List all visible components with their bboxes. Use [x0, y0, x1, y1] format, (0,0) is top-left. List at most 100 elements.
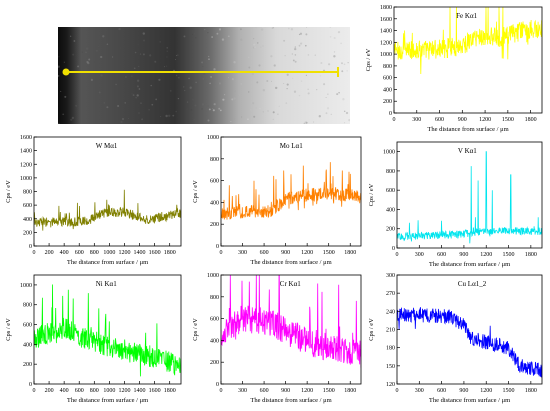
x-tick-label: 900 [459, 388, 468, 394]
micrograph-grain [172, 114, 175, 117]
micrograph-grain [208, 58, 210, 60]
micrograph-grain [216, 32, 219, 35]
micrograph-grain [247, 118, 249, 121]
micrograph-grain [100, 55, 103, 59]
y-tick-label: 600 [383, 76, 392, 82]
micrograph-grain [262, 27, 264, 29]
micrograph-grain [270, 55, 273, 58]
micrograph-grain [85, 51, 87, 54]
micrograph-grain [294, 54, 297, 56]
micrograph-grain [203, 72, 206, 75]
micrograph-grain [77, 65, 80, 68]
plot-frame [396, 141, 543, 249]
micrograph-grain [175, 55, 177, 57]
micrograph-grain [287, 27, 290, 30]
micrograph-grain [323, 83, 326, 86]
y-tick-label: 180 [386, 346, 395, 352]
micrograph-grain [204, 28, 206, 31]
micrograph-grain [191, 98, 195, 101]
micrograph-grain [140, 102, 142, 105]
micrograph-grain [103, 102, 106, 104]
y-tick-label: 1400 [380, 29, 392, 35]
micrograph-grain [275, 86, 278, 90]
micrograph-grain [86, 47, 89, 50]
micrograph-grain [75, 104, 78, 107]
micrograph-grain [298, 44, 301, 47]
micrograph-grain [256, 81, 259, 84]
micrograph-grain [253, 38, 255, 40]
micrograph-grain [73, 40, 76, 42]
micrograph-grain [183, 86, 185, 88]
micrograph-grain [346, 70, 348, 72]
micrograph-grain [328, 63, 331, 66]
y-tick-label: 600 [210, 317, 219, 323]
micrograph-grain [272, 111, 275, 114]
micrograph-grain [201, 108, 203, 110]
x-tick-label: 1800 [344, 388, 356, 394]
micrograph-grain [106, 106, 109, 109]
x-tick-label: 0 [33, 388, 36, 394]
micrograph-grain [250, 109, 252, 111]
micrograph-grain [319, 75, 321, 77]
micrograph-grain [160, 116, 162, 118]
series-label: Ni Kα1 [96, 280, 117, 288]
y-tick-label: 0 [29, 244, 32, 250]
cu-profile-chart: 0 300 600 900 1200 1500 1800 120 150 180 210 240 270… [366, 271, 547, 406]
micrograph-grain [305, 33, 308, 36]
mo-profile-chart: 0 300 600 900 1200 1500 1800 0 200 400 600 800 1000 T… [190, 133, 366, 268]
micrograph-grain [327, 93, 329, 95]
micrograph-grain [233, 61, 236, 64]
micrograph-grain [119, 63, 122, 66]
micrograph-grain [166, 47, 168, 49]
x-tick-label: 0 [33, 250, 36, 256]
micrograph-grain [193, 32, 197, 35]
y-tick-label: 1000 [207, 273, 219, 279]
micrograph-grain [313, 121, 315, 123]
micrograph-grain [202, 66, 204, 68]
x-tick-label: 1200 [118, 388, 130, 394]
micrograph-grain [60, 90, 62, 92]
x-tick-label: 1800 [164, 388, 176, 394]
micrograph-grain [267, 110, 269, 112]
x-tick-label: 1600 [149, 250, 161, 256]
micrograph-grain [218, 82, 222, 85]
x-tick-label: 600 [260, 250, 269, 256]
x-tick-label: 0 [393, 117, 396, 123]
micrograph-grain [72, 53, 75, 56]
plot-frame [220, 136, 362, 247]
x-tick-label: 600 [75, 250, 84, 256]
y-tick-label: 150 [386, 364, 395, 370]
x-tick-label: 1500 [323, 388, 335, 394]
x-tick-label: 900 [459, 252, 468, 258]
micrograph-grain [138, 112, 140, 114]
micrograph-grain [286, 83, 289, 86]
micrograph-grain [291, 53, 293, 55]
x-axis-label: The distance from surface / μm [427, 126, 508, 133]
micrograph-grain [272, 118, 274, 120]
x-tick-label: 1500 [503, 388, 515, 394]
series-label: W Mα1 [96, 142, 118, 150]
x-tick-label: 0 [396, 252, 399, 258]
micrograph-grain [294, 60, 297, 63]
x-tick-label: 900 [281, 388, 290, 394]
y-tick-label: 800 [23, 303, 32, 309]
micrograph-grain [168, 114, 171, 117]
x-tick-label: 800 [90, 250, 99, 256]
x-tick-label: 1800 [525, 117, 537, 123]
micrograph-grain [58, 122, 60, 124]
y-tick-label: 800 [386, 169, 395, 175]
micrograph-grain [87, 61, 90, 65]
micrograph-grain [143, 39, 145, 42]
micrograph-grain [71, 116, 75, 120]
micrograph-grain [340, 42, 342, 45]
micrograph-grain [252, 102, 255, 105]
micrograph-grain [127, 118, 129, 119]
micrograph-grain [188, 77, 190, 80]
micrograph-grain [330, 113, 332, 116]
y-tick-label: 1600 [380, 17, 392, 23]
micrograph-grain [348, 118, 350, 122]
micrograph-grain [193, 119, 195, 121]
x-tick-label: 1500 [323, 250, 335, 256]
micrograph-grain [202, 78, 205, 80]
micrograph-grain [64, 95, 67, 98]
